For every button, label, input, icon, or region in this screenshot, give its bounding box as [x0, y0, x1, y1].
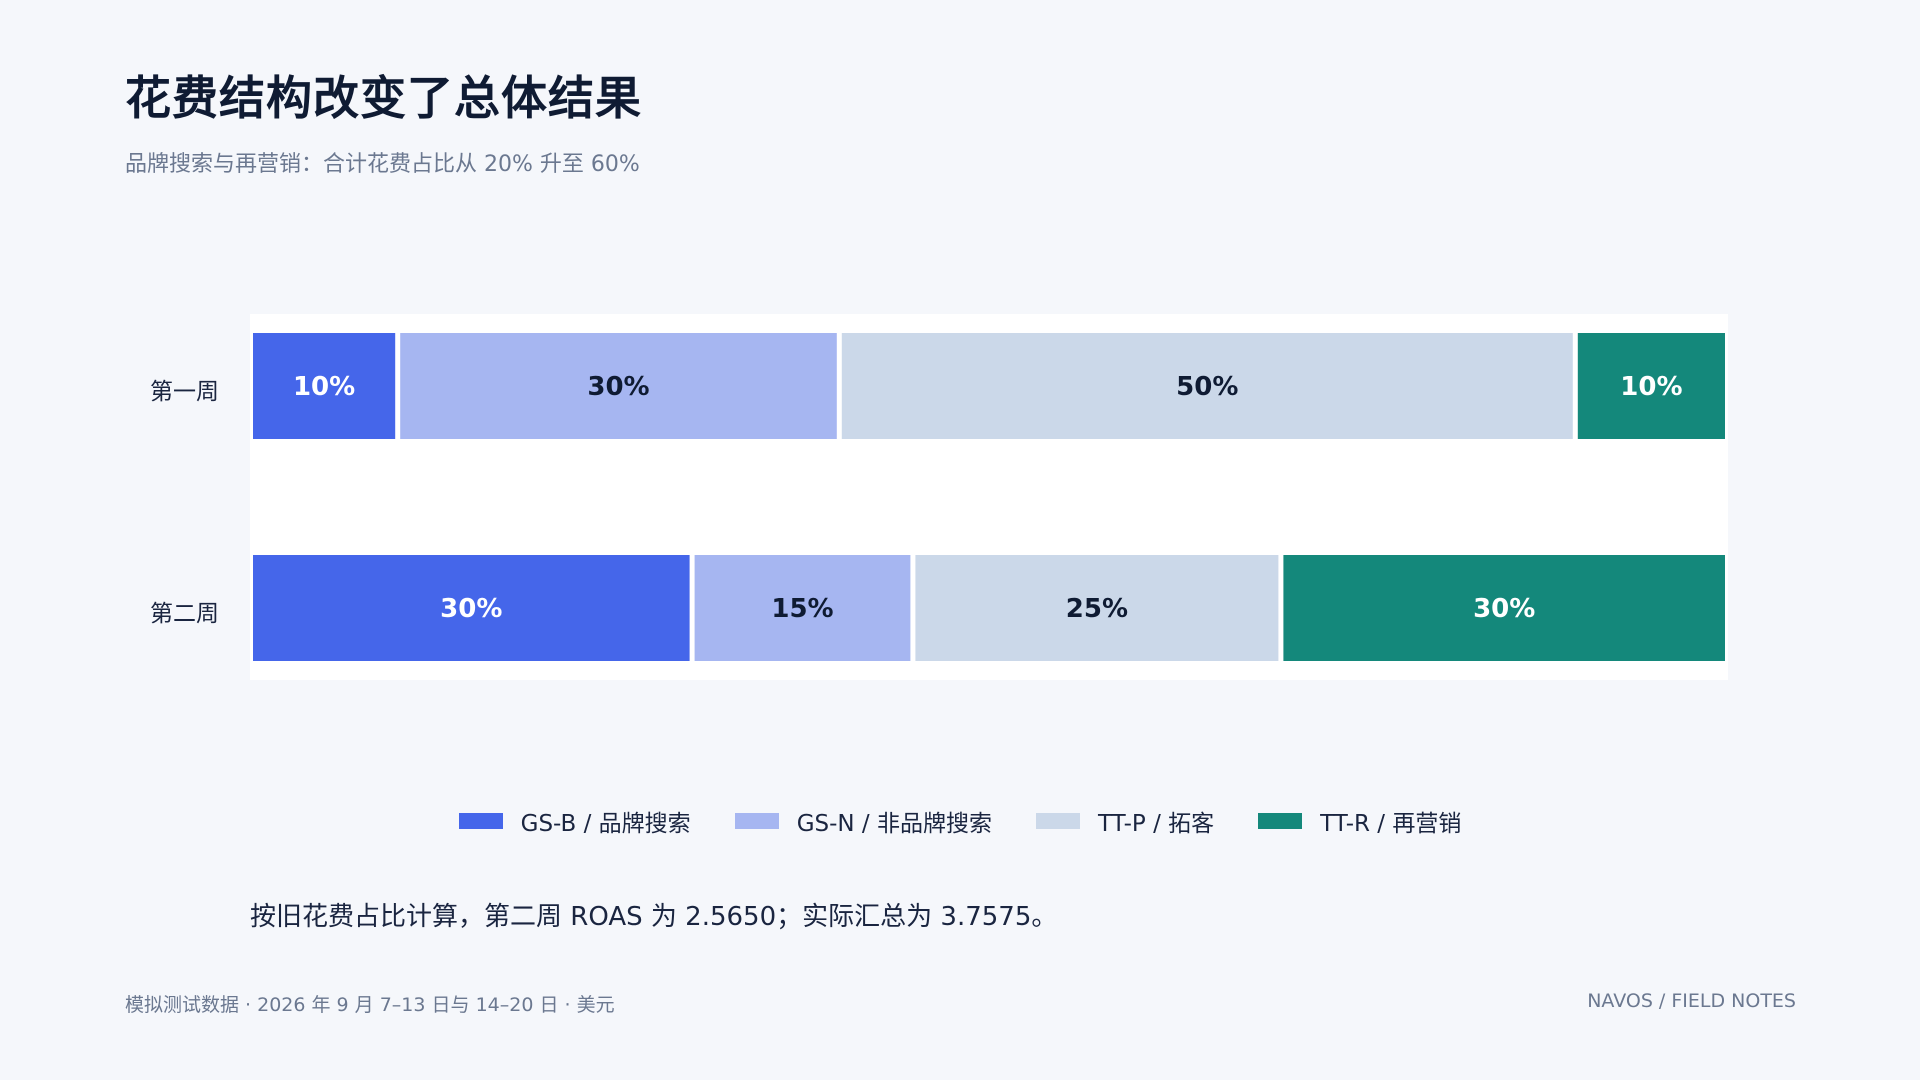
legend-item-tt-r: TT-R / 再营销: [1258, 804, 1461, 838]
chart-legend: GS-B / 品牌搜索 GS-N / 非品牌搜索 TT-P / 拓客 TT-R …: [0, 804, 1920, 838]
legend-swatch-tt-p: [1036, 813, 1080, 829]
bar-segment-2-3: [915, 555, 1279, 661]
roas-note: 按旧花费占比计算，第二周 ROAS 为 2.5650；实际汇总为 3.7575。: [250, 902, 1058, 932]
legend-item-gs-b: GS-B / 品牌搜索: [458, 804, 691, 838]
bar-segment-1-1: [253, 333, 396, 439]
bar-value-label-1-2: 30%: [587, 372, 649, 402]
bar-value-label-1-4: 10%: [1620, 372, 1682, 402]
footer-brand: NAVOS / FIELD NOTES: [1587, 990, 1796, 1012]
legend-label-tt-r: TT-R / 再营销: [1320, 811, 1462, 837]
legend-swatch-gs-b: [458, 813, 503, 829]
legend-label-gs-n: GS-N / 非品牌搜索: [796, 811, 992, 837]
bar-value-label-2-3: 25%: [1066, 594, 1128, 624]
bar-segment-1-2: [400, 333, 837, 439]
legend-item-tt-p: TT-P / 拓客: [1036, 804, 1214, 838]
legend-swatch-tt-r: [1258, 813, 1303, 829]
bar-value-label-1-3: 50%: [1176, 372, 1238, 402]
legend-label-gs-b: GS-B / 品牌搜索: [520, 811, 691, 837]
bar-segment-2-1: [253, 555, 690, 661]
legend-item-gs-n: GS-N / 非品牌搜索: [734, 804, 992, 838]
legend-label-tt-p: TT-P / 拓客: [1098, 811, 1215, 837]
category-label-week1: 第一周: [150, 379, 219, 405]
page-title: 花费结构改变了总体结果: [125, 71, 642, 125]
bar-value-label-2-1: 30%: [440, 594, 502, 624]
bar-value-label-1-1: 10%: [293, 372, 355, 402]
stacked-bar-chart: 10% 30% 50% 10% 30% 15% 25% 30%: [253, 333, 1725, 661]
footer-source: 模拟测试数据 · 2026 年 9 月 7–13 日与 14–20 日 · 美元: [125, 994, 615, 1016]
bar-value-label-2-4: 30%: [1473, 594, 1535, 624]
bar-segment-2-4: [1283, 555, 1725, 661]
bar-segment-1-3: [841, 333, 1573, 439]
chart-plot-area: 10% 30% 50% 10% 30% 15% 25% 30%: [250, 314, 1728, 680]
legend-swatch-gs-n: [734, 813, 779, 829]
bar-segment-2-2: [694, 555, 911, 661]
bar-value-label-2-2: 15%: [771, 594, 833, 624]
page-subtitle: 品牌搜索与再营销：合计花费占比从 20% 升至 60%: [125, 152, 640, 177]
category-label-week2: 第二周: [150, 601, 219, 627]
bar-segment-1-4: [1577, 333, 1725, 439]
